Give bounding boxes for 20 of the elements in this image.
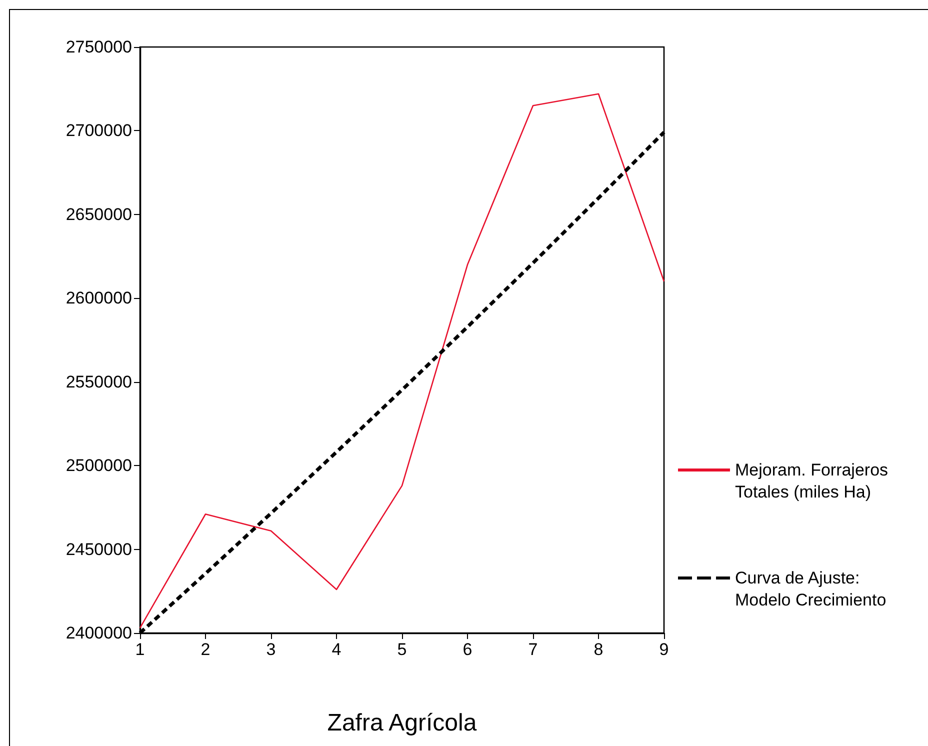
x-tick-label: 7	[528, 640, 538, 659]
legend-label: Curva de Ajuste: Modelo Crecimiento	[735, 568, 886, 610]
x-tick-label: 4	[332, 640, 342, 659]
x-tick-label: 3	[266, 640, 276, 659]
y-tick-label: 2700000	[66, 121, 132, 140]
x-tick-label: 9	[659, 640, 669, 659]
x-tick-label: 2	[200, 640, 210, 659]
y-tick-label: 2400000	[66, 624, 132, 642]
y-tick-label: 2500000	[66, 456, 132, 476]
x-tick-label: 6	[462, 640, 472, 659]
y-tick-label: 2750000	[66, 38, 132, 56]
x-tick-label: 5	[397, 640, 407, 659]
x-tick-label: 1	[135, 640, 145, 659]
x-tick-label: 8	[594, 640, 604, 659]
y-tick-label: 2550000	[66, 372, 132, 392]
legend-label: Mejoram. Forrajeros Totales (miles Ha)	[735, 460, 893, 502]
x-axis-title: Zafra Agrícola	[327, 710, 478, 736]
y-tick-label: 2600000	[66, 288, 132, 308]
y-tick-label: 2650000	[66, 204, 132, 224]
y-tick-label: 2450000	[66, 540, 132, 559]
